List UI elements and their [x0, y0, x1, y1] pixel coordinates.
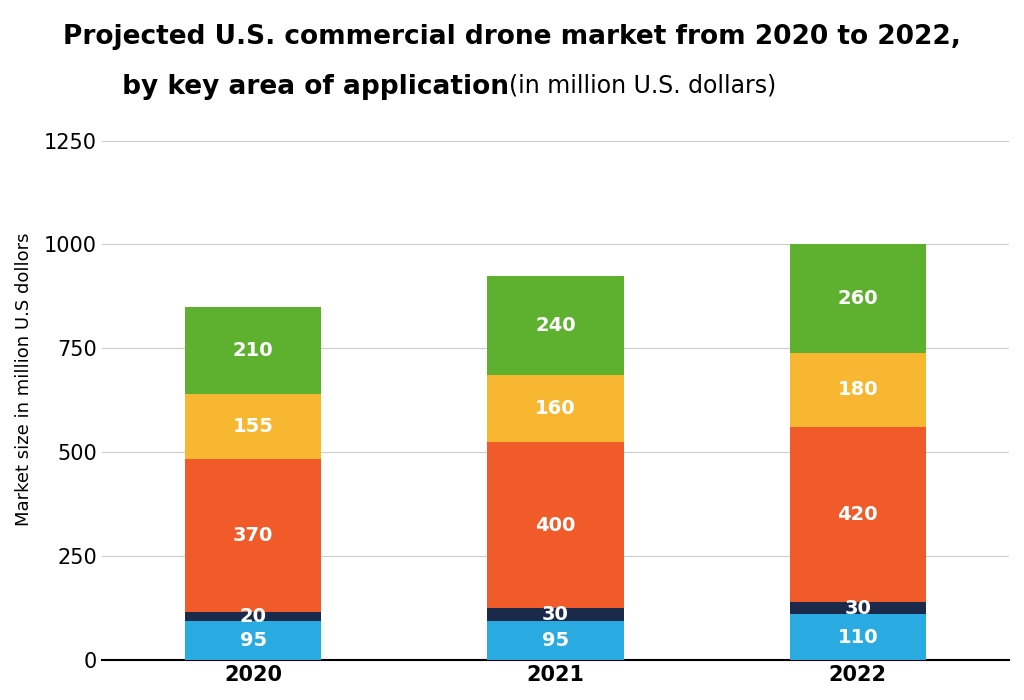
- Y-axis label: Market size in million U.S dollors: Market size in million U.S dollors: [15, 233, 33, 526]
- Bar: [185, 458, 322, 612]
- Text: 180: 180: [838, 381, 879, 400]
- Bar: [185, 621, 322, 660]
- Text: Projected U.S. commercial drone market from 2020 to 2022,: Projected U.S. commercial drone market f…: [63, 25, 961, 50]
- Text: 155: 155: [232, 416, 273, 436]
- Text: 260: 260: [838, 289, 879, 308]
- Bar: [487, 442, 624, 608]
- Bar: [487, 276, 624, 375]
- Text: 370: 370: [232, 526, 273, 545]
- Bar: [790, 244, 926, 353]
- Bar: [790, 428, 926, 602]
- Text: 420: 420: [838, 505, 879, 524]
- Text: 210: 210: [232, 341, 273, 360]
- Text: 110: 110: [838, 628, 879, 647]
- Text: 30: 30: [845, 598, 871, 617]
- Text: 95: 95: [542, 631, 569, 650]
- Text: 20: 20: [240, 607, 266, 626]
- Bar: [487, 375, 624, 442]
- Bar: [185, 612, 322, 621]
- Bar: [790, 353, 926, 428]
- Text: 240: 240: [536, 316, 575, 335]
- Bar: [487, 608, 624, 621]
- Text: 400: 400: [536, 515, 575, 535]
- Bar: [790, 615, 926, 660]
- Text: 160: 160: [536, 399, 575, 418]
- Text: 30: 30: [542, 605, 569, 624]
- Text: by key area of application: by key area of application: [113, 74, 509, 99]
- Bar: [790, 602, 926, 615]
- Bar: [185, 394, 322, 458]
- Bar: [185, 307, 322, 394]
- Text: (in million U.S. dollars): (in million U.S. dollars): [509, 74, 776, 97]
- Bar: [487, 621, 624, 660]
- Text: 95: 95: [240, 631, 266, 650]
